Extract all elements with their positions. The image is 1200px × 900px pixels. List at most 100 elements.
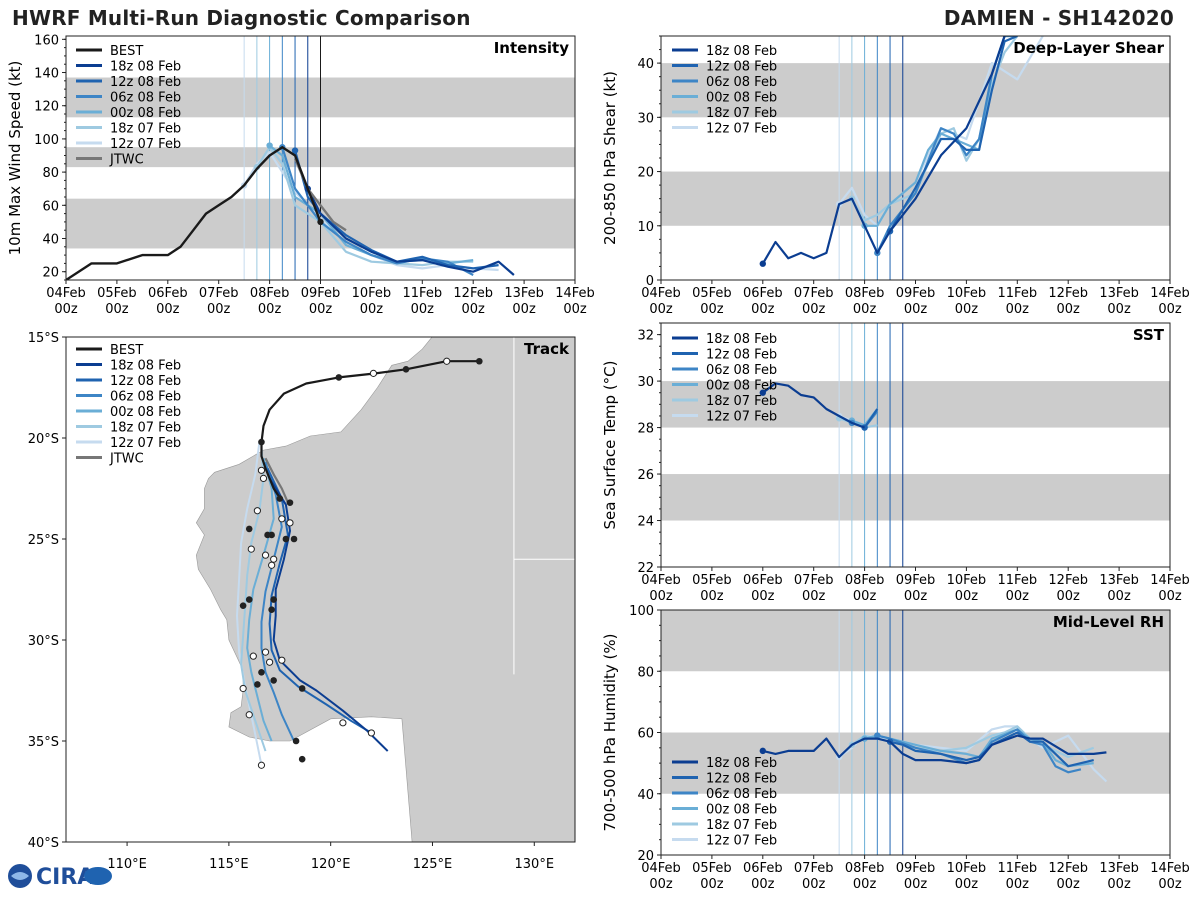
- intensity-series-line: [306, 188, 515, 276]
- logo-swirl-icon: [11, 872, 29, 880]
- shear-series-line: [838, 36, 1044, 227]
- track-ytick-label: 25°S: [28, 533, 59, 548]
- track-position-open: [247, 545, 255, 553]
- track-position-open: [239, 684, 247, 693]
- rh-xtick-label-day: 11Feb: [998, 861, 1038, 876]
- intensity-ytick-label: 80: [42, 166, 59, 181]
- sst-xtick-label-hour: 00z: [1006, 589, 1030, 604]
- intensity-xtick-label-day: 06Feb: [148, 286, 188, 301]
- sst-xtick-label-day: 04Feb: [641, 573, 681, 588]
- sst-panel-title: SST: [1133, 326, 1165, 344]
- shear-xtick-label-day: 10Feb: [947, 286, 987, 301]
- shear-ytick-label: 40: [637, 57, 654, 72]
- shear-legend-label: 06z 08 Feb: [706, 75, 777, 90]
- shear-xtick-label-hour: 00z: [1057, 302, 1081, 317]
- sst-legend-label: 00z 08 Feb: [706, 379, 777, 394]
- intensity-xtick-label-hour: 00z: [411, 302, 435, 317]
- rh-xtick-label-day: 06Feb: [743, 861, 783, 876]
- rh-xtick-label-hour: 00z: [904, 877, 928, 892]
- australia-landmass: [195, 337, 575, 842]
- sst-ytick-label: 24: [637, 515, 654, 530]
- shear-xtick-label-hour: 00z: [1107, 302, 1131, 317]
- intensity-xtick-label-hour: 00z: [54, 302, 78, 317]
- track-position-open: [270, 555, 278, 563]
- sst-xtick-label-hour: 00z: [1158, 589, 1182, 604]
- track-position-open: [249, 652, 257, 660]
- sst-xtick-label-hour: 00z: [853, 589, 877, 604]
- rh-xtick-label-day: 14Feb: [1150, 861, 1190, 876]
- intensity-series-line: [255, 146, 474, 267]
- rh-panel: 2040608010004Feb00z05Feb00z06Feb00z07Feb…: [601, 604, 1190, 892]
- intensity-ytick-label: 20: [42, 266, 59, 281]
- shear-panel-title: Deep-Layer Shear: [1013, 39, 1164, 57]
- rh-xtick-label-hour: 00z: [1006, 877, 1030, 892]
- rh-xtick-label-day: 09Feb: [896, 861, 936, 876]
- rh-legend-label: 06z 08 Feb: [706, 787, 777, 802]
- track-xtick-label: 110°E: [107, 857, 147, 872]
- shear-xtick-label-day: 04Feb: [641, 286, 681, 301]
- intensity-xtick-label-day: 04Feb: [46, 286, 86, 301]
- track-position-filled: [268, 606, 275, 613]
- intensity-panel-title: Intensity: [494, 39, 570, 57]
- shear-xtick-label-hour: 00z: [853, 302, 877, 317]
- track-position-open: [259, 474, 268, 482]
- rh-xtick-label-hour: 00z: [751, 877, 775, 892]
- rh-xtick-label-day: 05Feb: [692, 861, 732, 876]
- track-position-filled: [245, 596, 253, 603]
- track-position-filled: [239, 602, 247, 609]
- sst-xtick-label-day: 05Feb: [692, 573, 732, 588]
- shear-ytick-label: 20: [637, 166, 654, 181]
- intensity-legend-label: 18z 08 Feb: [110, 60, 181, 75]
- rh-xtick-label-hour: 00z: [955, 877, 979, 892]
- track-xtick-label: 115°E: [209, 857, 249, 872]
- shear-legend-label: 18z 07 Feb: [706, 106, 777, 121]
- intensity-ytick-label: 120: [34, 100, 59, 115]
- shear-series-group: [759, 36, 1044, 267]
- intensity-best-line: [66, 145, 322, 280]
- rh-ytick-label: 20: [637, 849, 654, 864]
- track-position-filled: [258, 438, 265, 446]
- track-position-filled: [245, 525, 253, 533]
- intensity-xtick-label-hour: 00z: [105, 302, 129, 317]
- track-legend-label: JTWC: [109, 452, 144, 467]
- track-ytick-label: 40°S: [28, 836, 59, 851]
- sst-xtick-label-day: 13Feb: [1099, 573, 1139, 588]
- rh-series-line: [877, 728, 1082, 774]
- shear-xtick-label-hour: 00z: [649, 302, 673, 317]
- shear-series-line: [761, 36, 1006, 265]
- intensity-xtick-label-day: 11Feb: [403, 286, 443, 301]
- rh-series-group: [759, 725, 1108, 783]
- shear-xtick-label-hour: 00z: [751, 302, 775, 317]
- shear-xtick-label-day: 11Feb: [998, 286, 1038, 301]
- rh-ytick-label: 100: [629, 604, 654, 619]
- sst-xtick-label-day: 08Feb: [845, 573, 885, 588]
- rh-xtick-label-day: 04Feb: [641, 861, 681, 876]
- track-best-line: [260, 360, 480, 502]
- intensity-xtick-label-hour: 00z: [512, 302, 536, 317]
- shear-ytick-label: 10: [637, 220, 654, 235]
- sst-xtick-label-hour: 00z: [904, 589, 928, 604]
- rh-series-start-point: [759, 747, 766, 755]
- intensity-legend-label: BEST: [110, 44, 143, 59]
- shear-panel: 01020304004Feb00z05Feb00z06Feb00z07Feb00…: [601, 35, 1190, 317]
- intensity-xtick-label-day: 12Feb: [453, 286, 493, 301]
- sst-band-0: [661, 474, 1170, 521]
- track-position-open: [286, 519, 294, 527]
- rh-legend-label: 12z 07 Feb: [706, 834, 777, 849]
- rh-xtick-label-day: 10Feb: [947, 861, 987, 876]
- intensity-best-end-point: [317, 218, 324, 226]
- shear-xtick-label-hour: 00z: [904, 302, 928, 317]
- sst-xtick-label-day: 06Feb: [743, 573, 783, 588]
- track-legend-label: 12z 07 Feb: [110, 436, 181, 451]
- track-best-position: [402, 366, 410, 373]
- rh-xtick-label-hour: 00z: [1057, 877, 1081, 892]
- shear-xtick-label-day: 06Feb: [743, 286, 783, 301]
- shear-ytick-label: 30: [637, 111, 654, 126]
- sst-xtick-label-day: 10Feb: [947, 573, 987, 588]
- rh-series-line: [762, 734, 1107, 765]
- track-legend-label: 00z 08 Feb: [110, 405, 181, 420]
- track-xtick-label: 130°E: [515, 857, 555, 872]
- intensity-xtick-label-day: 14Feb: [555, 286, 595, 301]
- shear-legend-label: 12z 08 Feb: [706, 60, 777, 75]
